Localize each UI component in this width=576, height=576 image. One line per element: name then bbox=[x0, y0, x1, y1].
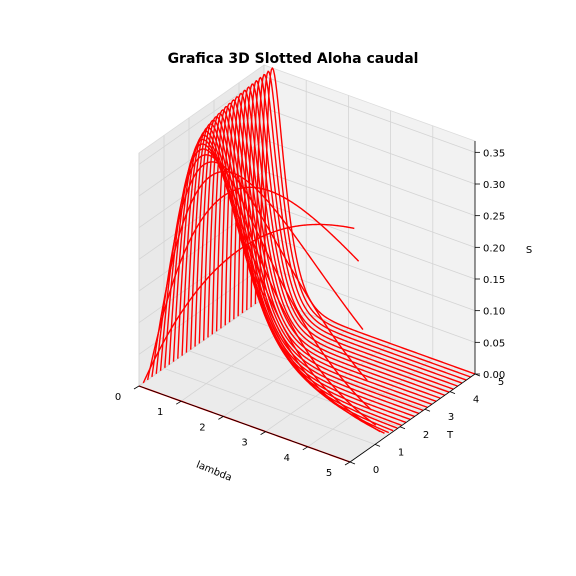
series-curve-3 bbox=[151, 170, 364, 377]
x-tick-label-4: 4 bbox=[284, 453, 290, 464]
axes-lines bbox=[138, 141, 476, 463]
series-curve-22 bbox=[233, 89, 446, 396]
y-tick-label-5: 5 bbox=[498, 377, 504, 388]
y-tick-mark-1 bbox=[374, 444, 381, 447]
x-tick-mark-4 bbox=[302, 446, 309, 451]
y-tick-label-4: 4 bbox=[473, 395, 479, 406]
series-curve-6 bbox=[164, 148, 377, 426]
z-tick-label-7: 0.35 bbox=[483, 148, 505, 159]
y-tick-label-0: 0 bbox=[373, 465, 379, 476]
y-tick-label-1: 1 bbox=[398, 447, 404, 458]
series-curve-7 bbox=[168, 143, 381, 433]
y-tick-label-3: 3 bbox=[448, 412, 454, 423]
series-curve-5 bbox=[159, 154, 373, 411]
series-curve-24 bbox=[241, 83, 454, 390]
z-tick-label-2: 0.10 bbox=[483, 307, 505, 318]
x-tick-mark-5 bbox=[344, 461, 351, 466]
x-tick-mark-0 bbox=[133, 385, 140, 390]
y-tick-mark-2 bbox=[399, 426, 406, 430]
series-curve-23 bbox=[237, 86, 450, 393]
z-tick-label-1: 0.05 bbox=[483, 338, 505, 349]
series-curve-8 bbox=[172, 138, 385, 434]
z-gridline-5 bbox=[138, 139, 476, 228]
x-axis-line bbox=[138, 385, 351, 463]
x-tick-label-0: 0 bbox=[115, 392, 121, 403]
z-tick-label-0: 0.00 bbox=[483, 370, 505, 381]
series-curve-26 bbox=[250, 76, 463, 384]
series-curve-28 bbox=[258, 70, 471, 378]
z-tick-label-4: 0.20 bbox=[483, 243, 505, 254]
x-tick-label-2: 2 bbox=[199, 422, 205, 433]
z-axis-label: S bbox=[526, 245, 532, 256]
z-tick-label-3: 0.15 bbox=[483, 275, 505, 286]
x-tick-mark-1 bbox=[175, 400, 182, 405]
series-curve-27 bbox=[254, 73, 467, 381]
y-axis-label: T bbox=[446, 430, 454, 441]
series-curve-21 bbox=[228, 92, 441, 399]
x-tick-label-1: 1 bbox=[157, 407, 163, 418]
series-curve-20 bbox=[224, 96, 437, 402]
y-tick-mark-3 bbox=[424, 408, 431, 412]
chart-title: Grafica 3D Slotted Aloha caudal bbox=[168, 51, 419, 67]
y-tick-label-2: 2 bbox=[423, 430, 429, 441]
x-tick-label-5: 5 bbox=[326, 468, 332, 479]
series-curve-25 bbox=[246, 79, 458, 387]
series-curve-10 bbox=[181, 130, 394, 432]
data-curves bbox=[138, 67, 476, 463]
y-tick-mark-4 bbox=[449, 391, 456, 394]
x-tick-mark-3 bbox=[260, 431, 266, 435]
series-curve-29 bbox=[263, 67, 476, 375]
series-curve-1 bbox=[142, 223, 355, 384]
z-tick-label-6: 0.30 bbox=[483, 180, 505, 191]
x-tick-mark-2 bbox=[218, 416, 224, 420]
z-tick-label-5: 0.25 bbox=[483, 212, 505, 223]
y-tick-mark-0 bbox=[349, 461, 356, 465]
x-tick-label-3: 3 bbox=[241, 438, 247, 449]
y-axis-line bbox=[349, 373, 476, 463]
series-curve-4 bbox=[155, 161, 368, 381]
series-curve-2 bbox=[146, 186, 360, 381]
x-axis-label: lambda bbox=[194, 460, 233, 484]
